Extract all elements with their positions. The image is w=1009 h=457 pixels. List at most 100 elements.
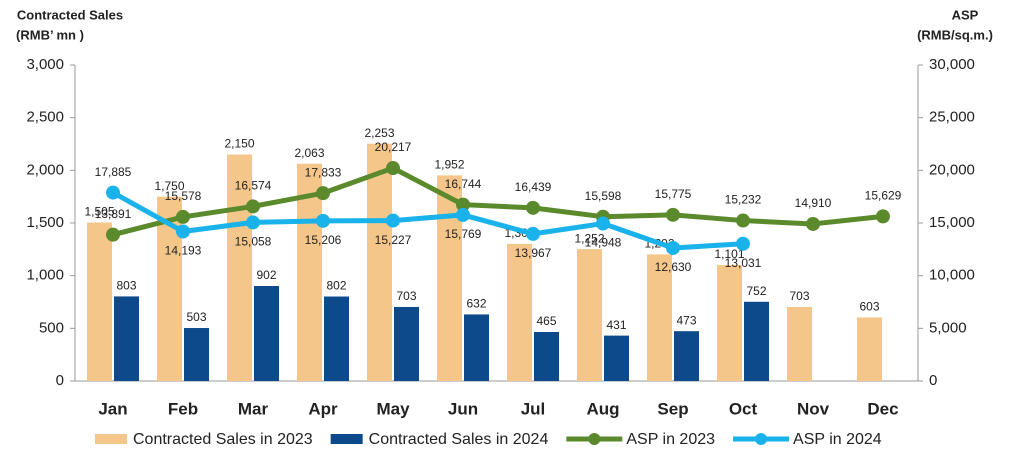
line-point [526,227,540,241]
line-point [176,225,190,239]
y2-tick-label: 5,000 [929,319,967,336]
bar [114,296,139,381]
legend-label: ASP in 2024 [793,431,882,448]
line-value-label: 17,885 [95,165,132,179]
line-value-label: 16,439 [515,180,552,194]
y2-tick-label: 10,000 [929,267,975,284]
x-tick-label: Aug [586,399,619,418]
bar [507,244,532,381]
line-point [456,208,470,222]
line-value-label: 15,598 [585,189,622,203]
bar [577,249,602,381]
line [113,193,743,248]
line-value-label: 15,058 [235,235,272,249]
y-tick-label: 1,500 [26,214,64,231]
bar-value-label: 473 [676,313,696,327]
line-value-label: 15,578 [165,189,202,203]
line-value-label: 15,232 [725,193,762,207]
x-tick-label: May [376,399,410,418]
x-tick-label: Nov [797,399,830,418]
line-point [876,209,890,223]
bar [464,314,489,381]
bar-value-label: 431 [606,318,626,332]
y2-tick-label: 30,000 [929,56,975,73]
bar-value-label: 703 [789,289,809,303]
bar [604,336,629,381]
x-tick-label: Apr [308,399,338,418]
bar [254,286,279,381]
legend-swatch [588,433,600,445]
x-tick-label: Jun [448,399,478,418]
y-tick-label: 2,000 [26,161,64,178]
line-value-label: 13,031 [725,256,762,270]
x-tick-label: Dec [867,399,898,418]
bar [787,307,812,381]
line-point [106,186,120,200]
x-tick-label: Jul [521,399,546,418]
x-tick-label: Sep [657,399,688,418]
y2-axis-unit: (RMB/sq.m.) [917,27,993,42]
line-point [246,199,260,213]
line-point [736,237,750,251]
x-tick-label: Jan [98,399,127,418]
line-value-label: 15,227 [375,233,412,247]
line-value-label: 16,744 [445,177,482,191]
legend-label: Contracted Sales in 2024 [369,431,549,448]
line-point [666,208,680,222]
line-point [806,217,820,231]
line-value-label: 13,967 [515,246,552,260]
bar-value-label: 752 [746,284,766,298]
line-value-label: 17,833 [305,165,342,179]
line-point [106,228,120,242]
line-point [666,241,680,255]
line-value-label: 15,629 [865,189,902,203]
bar-value-label: 703 [396,289,416,303]
bar [367,144,392,381]
line-value-label: 14,948 [585,236,622,250]
line-value-label: 14,193 [165,244,202,258]
y-tick-label: 3,000 [26,56,64,73]
y2-tick-label: 15,000 [929,214,975,231]
legend-swatch [331,434,363,444]
line-value-label: 15,769 [445,227,482,241]
bar-value-label: 902 [256,268,276,282]
bar-value-label: 803 [116,279,136,293]
bar-value-label: 2,150 [224,137,254,151]
line-value-label: 14,910 [795,196,832,210]
y-tick-label: 0 [56,372,64,389]
line-point [596,217,610,231]
legend-label: Contracted Sales in 2023 [133,431,313,448]
y2-tick-label: 25,000 [929,109,975,126]
y2-axis-title: ASP [952,7,979,22]
legend-label: ASP in 2023 [626,431,715,448]
y-tick-label: 500 [39,319,64,336]
bar-value-label: 503 [186,310,206,324]
line-point [736,214,750,228]
y2-tick-label: 20,000 [929,161,975,178]
bar-value-label: 603 [859,300,879,314]
line-value-label: 15,206 [305,233,342,247]
bar-value-label: 465 [536,314,556,328]
line-point [386,161,400,175]
bar-value-label: 1,952 [434,158,464,172]
line-value-label: 16,574 [235,179,272,193]
bar [674,331,699,381]
line-point [526,201,540,215]
line-point [316,186,330,200]
chart: Contracted Sales (RMB’ mn ) ASP (RMB/sq.… [0,0,1009,452]
line-value-label: 20,217 [375,140,412,154]
bar [744,302,769,381]
bar [87,222,112,381]
bar [857,317,882,381]
bar-value-label: 802 [326,279,346,293]
y-tick-label: 1,000 [26,267,64,284]
bar [324,297,349,381]
line-point [316,214,330,228]
line-point [386,214,400,228]
bar [184,328,209,381]
bar-value-label: 632 [466,297,486,311]
line-value-label: 13,891 [95,207,132,221]
y2-tick-label: 0 [929,372,937,389]
bar-value-label: 2,253 [364,126,394,140]
bar [394,307,419,381]
